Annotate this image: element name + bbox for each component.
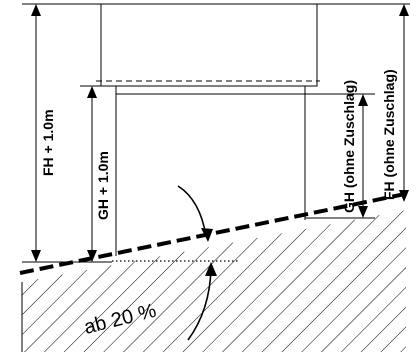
fh-total-label: FH + 1.0m (40, 109, 56, 176)
gh-dimension-left (80, 85, 116, 262)
terrain-line (19, 191, 411, 275)
gh-total-label: GH + 1.0m (95, 151, 111, 220)
fh-no-surcharge-label: FH (ohne Zuschlag) (381, 69, 397, 200)
ground-section (21, 210, 406, 352)
fh-dimension-left (22, 3, 112, 263)
gh-no-surcharge-label: GH (ohne Zuschlag) (341, 80, 357, 213)
building-outline (96, 3, 320, 256)
slope-angle-marker (177, 185, 217, 341)
gh-dimension-right (305, 93, 375, 219)
fh-dimension-right (317, 3, 410, 202)
